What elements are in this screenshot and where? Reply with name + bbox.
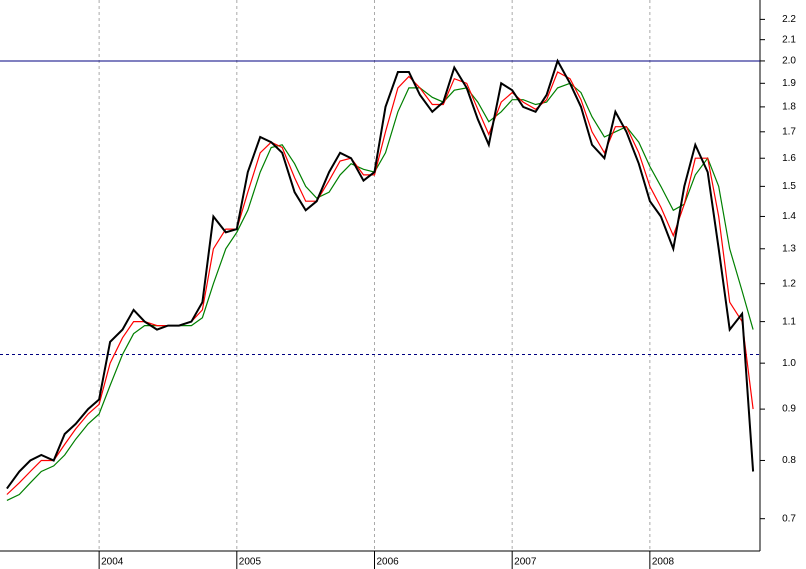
series-line bbox=[6, 58, 755, 490]
y-tick-label: 0.8 bbox=[782, 455, 796, 466]
series-line bbox=[6, 82, 754, 501]
y-tick-label: 0.9 bbox=[782, 404, 796, 415]
y-tick-label: 1.9 bbox=[782, 78, 796, 89]
y-tick-label: 1.2 bbox=[782, 278, 796, 289]
y-tick-label: 1.7 bbox=[782, 126, 796, 137]
x-tick-label: 2006 bbox=[376, 557, 399, 568]
y-tick-label: 1.8 bbox=[782, 102, 796, 113]
series-line bbox=[6, 71, 754, 495]
y-tick-label: 1.3 bbox=[782, 243, 796, 254]
y-tick-label: 2.1 bbox=[782, 34, 796, 45]
x-tick-label: 2004 bbox=[101, 557, 124, 568]
x-tick-label: 2008 bbox=[652, 557, 675, 568]
y-tick-label: 1.4 bbox=[782, 211, 796, 222]
y-tick-label: 1.0 bbox=[782, 358, 796, 369]
y-tick-label: 0.7 bbox=[782, 513, 796, 524]
x-tick-label: 2005 bbox=[239, 557, 262, 568]
x-tick-label: 2007 bbox=[514, 557, 537, 568]
y-tick-label: 2.2 bbox=[782, 14, 796, 25]
y-tick-label: 1.5 bbox=[782, 181, 796, 192]
y-tick-label: 2.0 bbox=[782, 56, 796, 67]
y-tick-label: 1.6 bbox=[782, 153, 796, 164]
y-tick-label: 1.1 bbox=[782, 316, 796, 327]
